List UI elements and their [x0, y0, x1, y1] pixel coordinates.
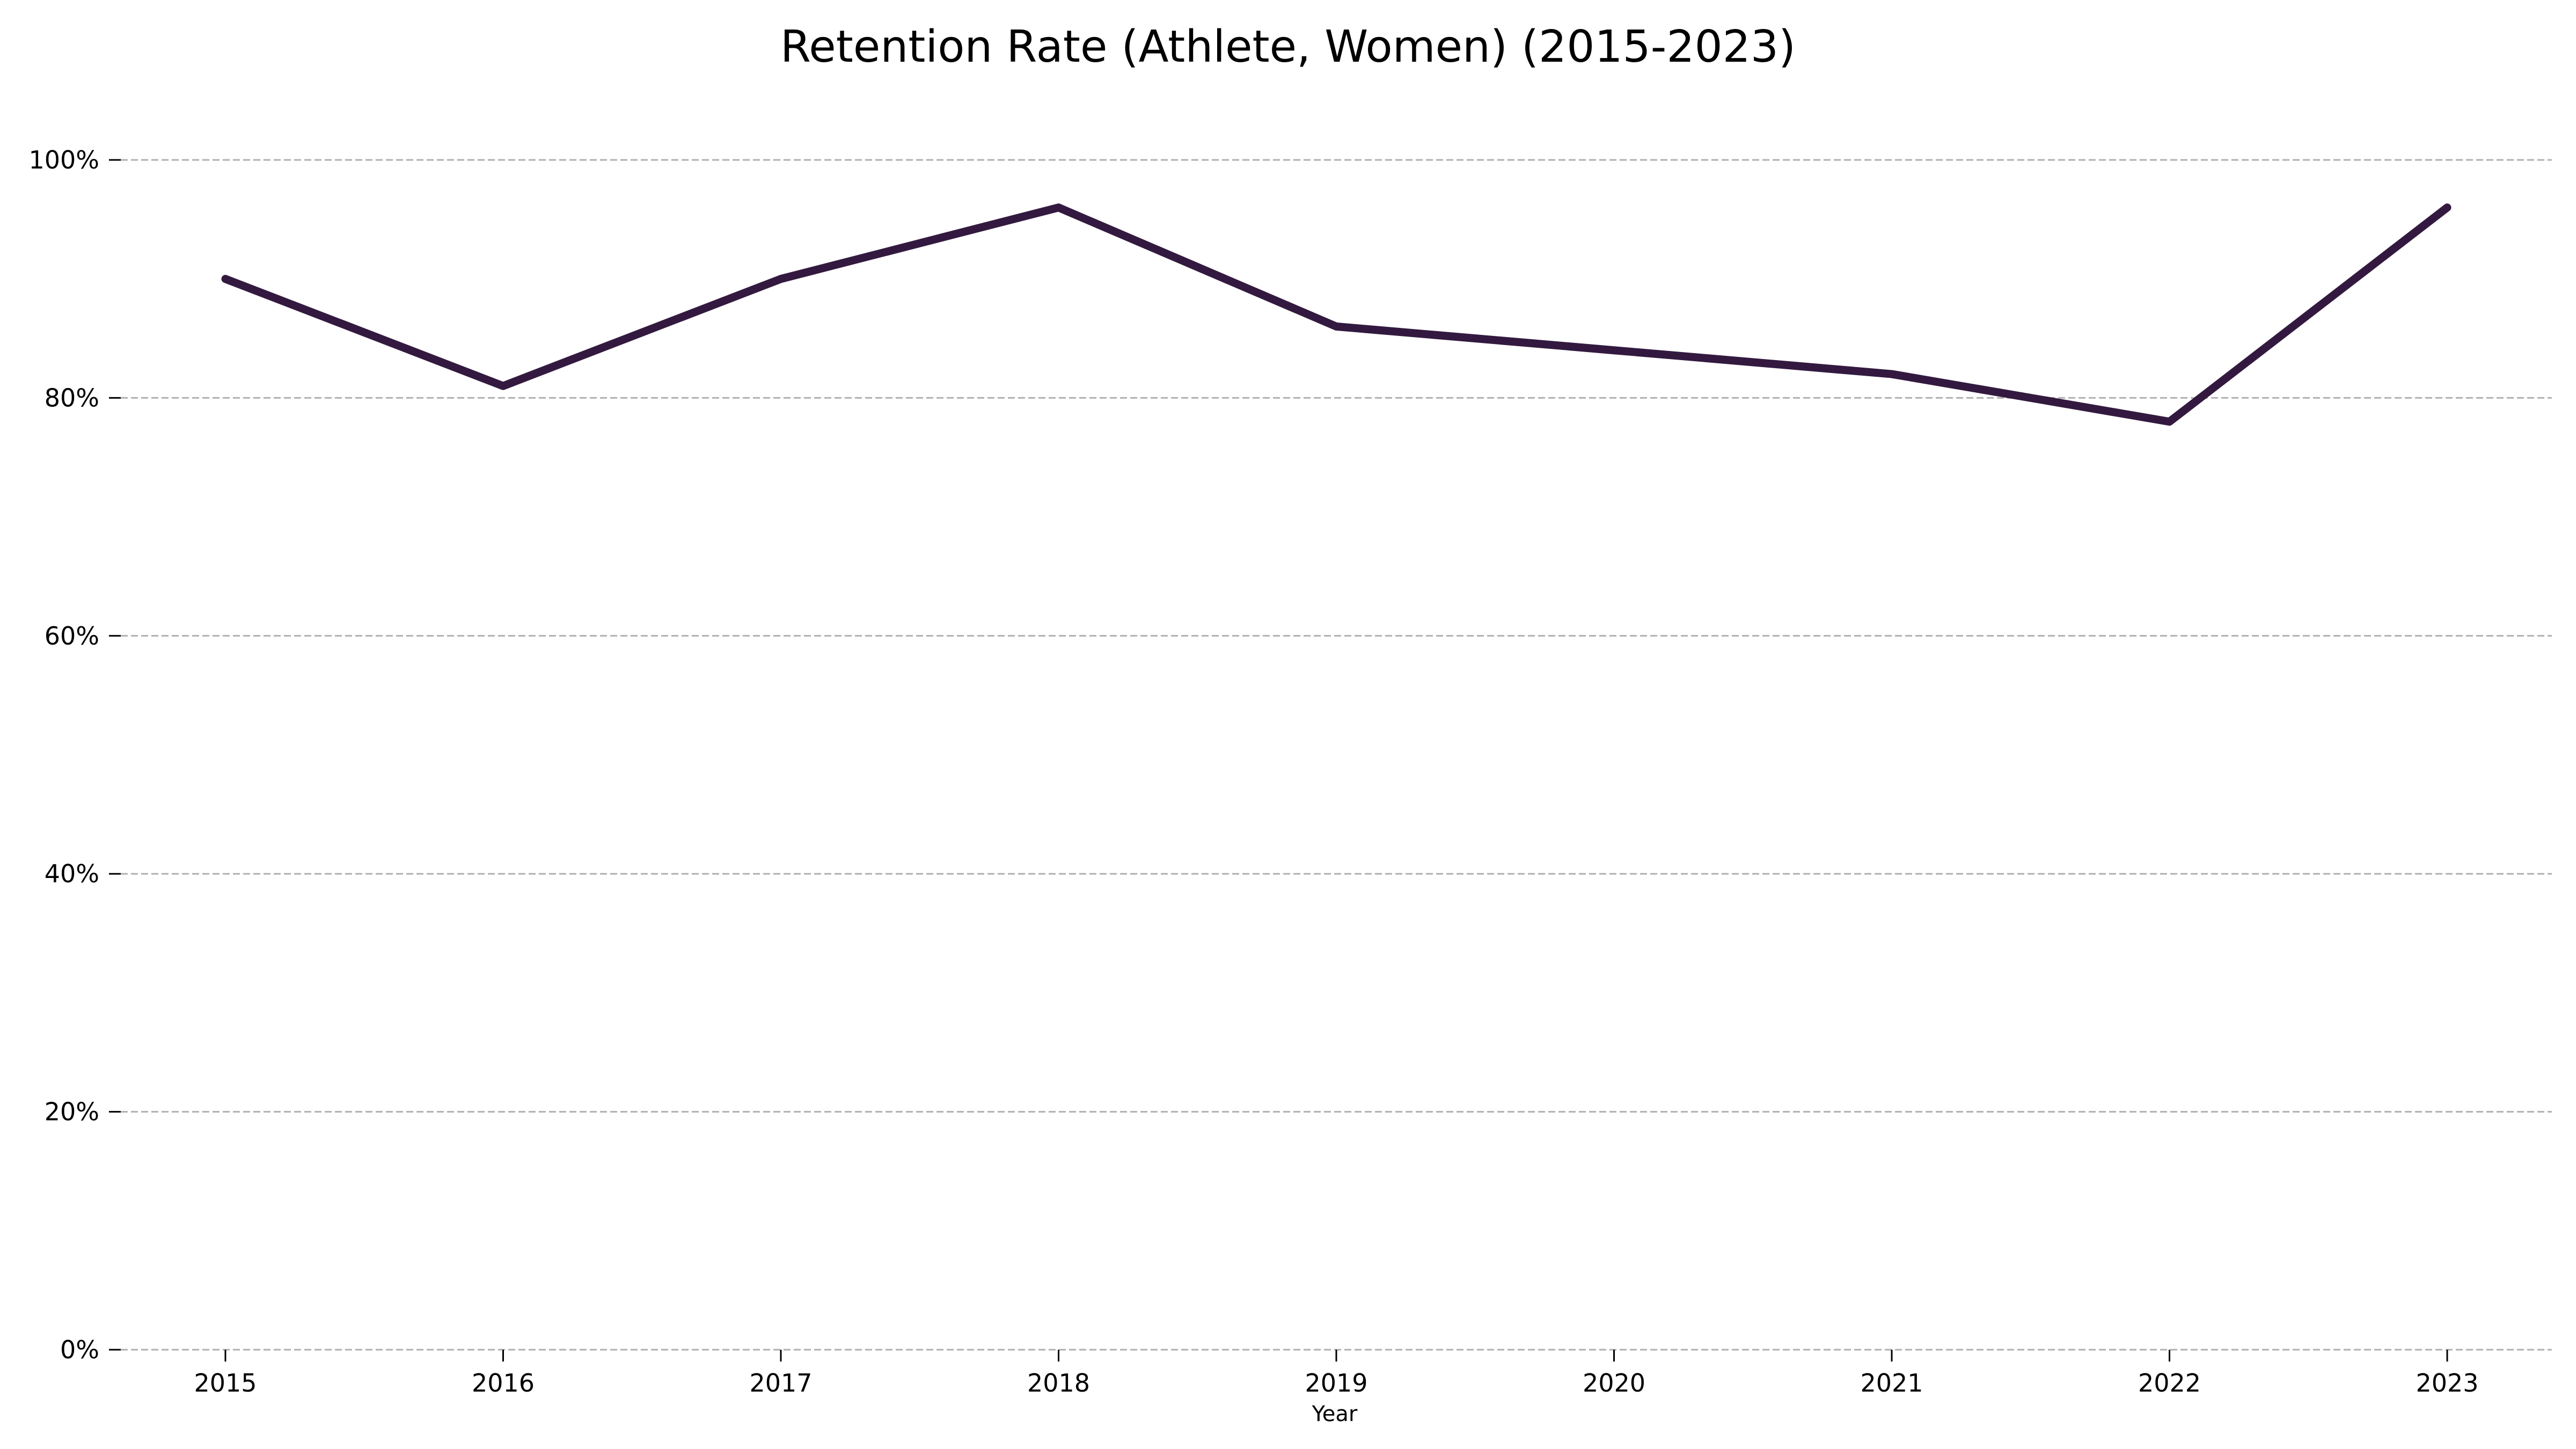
x-tick-label: 2022 — [2138, 1368, 2201, 1397]
y-axis-ticks: 0% 20% 40% 60% 80% 100% — [28, 145, 121, 1364]
x-axis-label: Year — [1312, 1402, 1358, 1426]
series-layer — [221, 203, 2451, 426]
grid-lines — [121, 159, 2552, 1351]
y-tick-label: 80% — [45, 383, 99, 412]
data-point — [2165, 418, 2174, 426]
x-tick-label: 2019 — [1305, 1368, 1367, 1397]
data-point — [222, 275, 229, 283]
x-tick-label: 2023 — [2416, 1368, 2478, 1397]
x-tick-label: 2021 — [1860, 1368, 1923, 1397]
data-point — [2443, 203, 2451, 211]
data-point — [777, 275, 785, 283]
data-point — [1333, 323, 1340, 331]
y-tick-label: 40% — [45, 859, 99, 888]
data-point — [499, 382, 507, 390]
y-tick-label: 100% — [28, 145, 99, 174]
x-tick-label: 2016 — [472, 1368, 535, 1397]
x-tick-label: 2018 — [1027, 1368, 1090, 1397]
x-tick-label: 2020 — [1583, 1368, 1645, 1397]
y-tick-label: 60% — [45, 621, 99, 650]
data-point — [1888, 370, 1896, 378]
x-tick-label: 2017 — [749, 1368, 812, 1397]
x-axis-ticks: 2015 2016 2017 2018 2019 2020 2021 2022 2023 — [194, 1350, 2479, 1397]
data-point — [1055, 203, 1063, 211]
y-tick-label: 0% — [60, 1335, 99, 1364]
x-tick-label: 2015 — [194, 1368, 257, 1397]
y-tick-label: 20% — [45, 1097, 99, 1126]
chart-title: Retention Rate (Athlete, Women) (2015-20… — [780, 21, 1796, 72]
series-line — [221, 203, 2451, 426]
data-point — [1610, 346, 1618, 354]
